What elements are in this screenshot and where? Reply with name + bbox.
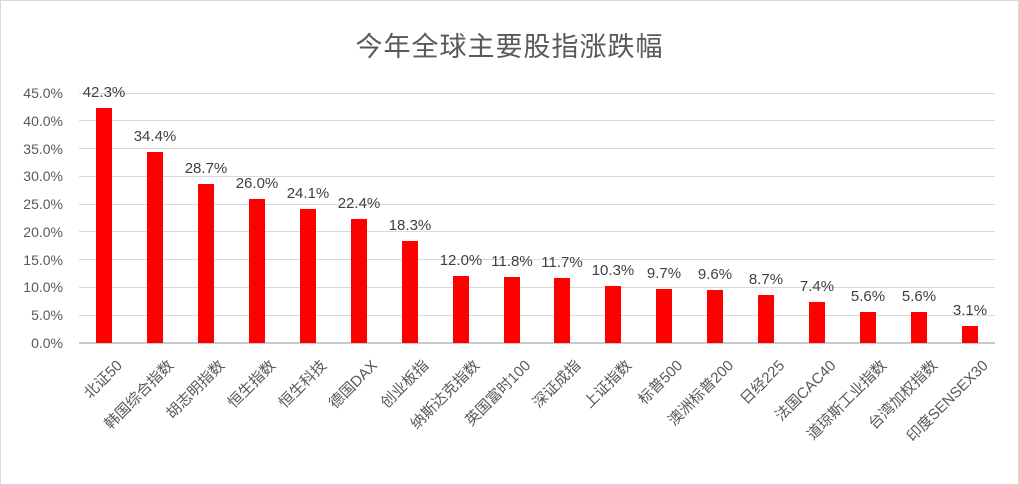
bar bbox=[249, 199, 265, 343]
y-gridline bbox=[79, 203, 995, 205]
bar-value-label: 18.3% bbox=[388, 217, 432, 234]
y-axis-tick-label: 25.0% bbox=[23, 196, 63, 213]
y-axis-tick-label: 40.0% bbox=[23, 112, 63, 129]
bar bbox=[554, 278, 570, 343]
y-axis-tick-label: 10.0% bbox=[23, 279, 63, 296]
bar bbox=[758, 295, 774, 343]
y-axis-tick-label: 30.0% bbox=[23, 168, 63, 185]
bar bbox=[147, 152, 163, 343]
y-gridline bbox=[79, 92, 995, 94]
bar-value-label: 9.7% bbox=[646, 265, 682, 282]
y-axis-tick-label: 0.0% bbox=[31, 335, 63, 351]
bar bbox=[656, 289, 672, 343]
bar bbox=[96, 108, 112, 343]
bar-value-label: 9.6% bbox=[697, 266, 733, 283]
x-category-label: 恒生指数 bbox=[224, 357, 280, 412]
bar bbox=[860, 312, 876, 343]
bar bbox=[402, 241, 418, 343]
bar bbox=[351, 219, 367, 343]
chart-title: 今年全球主要股指涨跌幅 bbox=[355, 32, 664, 62]
bar-value-label: 42.3% bbox=[82, 84, 126, 101]
x-axis-line bbox=[79, 342, 995, 344]
bar-value-label: 7.4% bbox=[799, 278, 835, 295]
bar-value-label: 3.1% bbox=[952, 302, 988, 319]
y-axis-tick-label: 45.0% bbox=[23, 85, 63, 101]
y-axis-tick-label: 20.0% bbox=[23, 223, 63, 240]
x-category-label: 德国DAX bbox=[326, 357, 382, 413]
bar-value-label: 24.1% bbox=[286, 185, 330, 202]
y-gridline bbox=[79, 231, 995, 233]
y-gridline bbox=[79, 120, 995, 122]
y-axis-tick-label: 15.0% bbox=[23, 251, 63, 268]
bar-value-label: 11.7% bbox=[541, 254, 583, 271]
bar bbox=[809, 302, 825, 343]
bar bbox=[453, 276, 469, 343]
x-category-label: 北证50 bbox=[81, 357, 127, 403]
bar-value-label: 28.7% bbox=[184, 160, 228, 177]
y-gridline bbox=[79, 286, 995, 288]
bar-value-label: 12.0% bbox=[439, 252, 483, 269]
bar bbox=[911, 312, 927, 343]
y-axis-tick-label: 35.0% bbox=[23, 140, 63, 157]
x-category-label: 恒生科技 bbox=[275, 357, 331, 412]
bar bbox=[300, 209, 316, 343]
bar-value-label: 22.4% bbox=[337, 195, 381, 212]
bar-value-label: 5.6% bbox=[901, 288, 937, 305]
y-gridline bbox=[79, 175, 995, 177]
bar bbox=[504, 277, 520, 343]
bar-value-label: 10.3% bbox=[591, 262, 635, 279]
y-gridline bbox=[79, 259, 995, 261]
bar-value-label: 8.7% bbox=[748, 271, 784, 288]
bar bbox=[962, 326, 978, 343]
y-gridline bbox=[79, 148, 995, 150]
bar-value-label: 5.6% bbox=[850, 288, 886, 305]
x-category-label: 深证成指 bbox=[529, 357, 585, 412]
bar-value-label: 26.0% bbox=[235, 175, 279, 192]
bar-value-label: 11.8% bbox=[491, 253, 533, 270]
y-gridline bbox=[79, 314, 995, 316]
bar-value-label: 34.4% bbox=[133, 128, 177, 145]
x-category-label: 上证指数 bbox=[580, 357, 636, 412]
bar bbox=[198, 184, 214, 343]
bar bbox=[605, 286, 621, 343]
bar bbox=[707, 290, 723, 343]
y-axis-tick-label: 5.0% bbox=[31, 307, 63, 324]
